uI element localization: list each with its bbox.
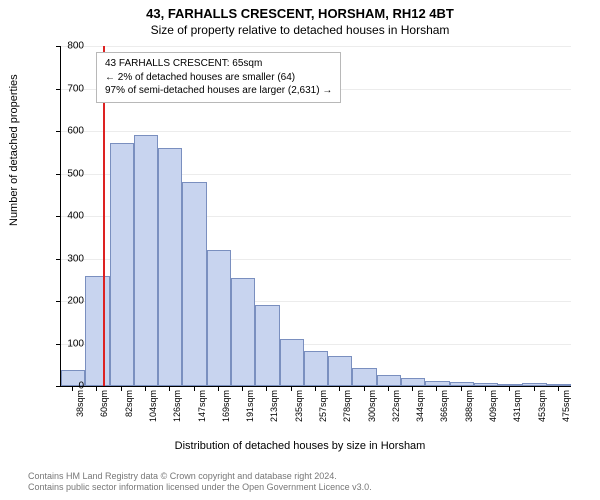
x-axis-title: Distribution of detached houses by size … <box>0 440 600 452</box>
x-tick <box>121 386 122 391</box>
x-tick <box>339 386 340 391</box>
histogram-bar <box>377 375 401 386</box>
histogram-bar <box>498 384 522 386</box>
x-tick-label: 322sqm <box>391 390 401 440</box>
page-title: 43, FARHALLS CRESCENT, HORSHAM, RH12 4BT <box>0 0 600 21</box>
histogram-bar <box>207 250 231 386</box>
x-tick-label: 344sqm <box>415 390 425 440</box>
histogram-bar <box>231 278 255 386</box>
y-tick-label: 200 <box>44 296 84 307</box>
y-tick-label: 600 <box>44 126 84 137</box>
x-tick <box>194 386 195 391</box>
histogram-bar <box>255 305 279 386</box>
gridline <box>61 131 571 132</box>
histogram-bar <box>328 356 352 386</box>
histogram-bar <box>352 368 376 386</box>
x-tick <box>388 386 389 391</box>
histogram-bar <box>280 339 304 386</box>
footer-attribution: Contains HM Land Registry data © Crown c… <box>28 471 372 494</box>
x-tick-label: 366sqm <box>439 390 449 440</box>
y-tick-label: 0 <box>44 381 84 392</box>
x-tick <box>364 386 365 391</box>
footer-line2: Contains public sector information licen… <box>28 482 372 494</box>
y-tick-label: 400 <box>44 211 84 222</box>
annotation-line: ← 2% of detached houses are smaller (64) <box>105 71 332 85</box>
histogram-bar <box>450 382 474 386</box>
annotation-box: 43 FARHALLS CRESCENT: 65sqm← 2% of detac… <box>96 52 341 103</box>
gridline <box>61 46 571 47</box>
histogram-bar <box>304 351 328 386</box>
x-tick-label: 60sqm <box>99 390 109 440</box>
chart-subtitle: Size of property relative to detached ho… <box>0 21 600 37</box>
x-tick <box>96 386 97 391</box>
histogram-bar <box>158 148 182 386</box>
annotation-line: 43 FARHALLS CRESCENT: 65sqm <box>105 57 332 71</box>
y-axis-title: Number of detached properties <box>8 74 20 226</box>
x-tick-label: 431sqm <box>512 390 522 440</box>
histogram-bar <box>401 378 425 386</box>
x-tick-label: 213sqm <box>269 390 279 440</box>
x-tick <box>436 386 437 391</box>
x-tick <box>145 386 146 391</box>
x-tick <box>461 386 462 391</box>
x-tick-label: 235sqm <box>294 390 304 440</box>
chart-container: 43, FARHALLS CRESCENT, HORSHAM, RH12 4BT… <box>0 0 600 500</box>
chart-area: 43 FARHALLS CRESCENT: 65sqm← 2% of detac… <box>60 46 570 406</box>
x-tick <box>485 386 486 391</box>
x-tick <box>242 386 243 391</box>
x-tick-label: 82sqm <box>124 390 134 440</box>
x-tick-label: 126sqm <box>172 390 182 440</box>
y-tick-label: 300 <box>44 253 84 264</box>
annotation-line: 97% of semi-detached houses are larger (… <box>105 84 332 98</box>
x-tick <box>558 386 559 391</box>
histogram-bar <box>425 381 449 386</box>
y-tick-label: 700 <box>44 83 84 94</box>
x-tick-label: 257sqm <box>318 390 328 440</box>
x-tick-label: 191sqm <box>245 390 255 440</box>
x-tick-label: 104sqm <box>148 390 158 440</box>
x-tick-label: 409sqm <box>488 390 498 440</box>
footer-line1: Contains HM Land Registry data © Crown c… <box>28 471 372 483</box>
y-tick-label: 800 <box>44 41 84 52</box>
x-tick <box>266 386 267 391</box>
x-tick <box>169 386 170 391</box>
histogram-bar <box>522 383 546 386</box>
x-tick-label: 38sqm <box>75 390 85 440</box>
x-tick <box>534 386 535 391</box>
x-tick-label: 147sqm <box>197 390 207 440</box>
x-tick <box>218 386 219 391</box>
x-tick <box>509 386 510 391</box>
histogram-bar <box>85 276 109 387</box>
x-tick-label: 300sqm <box>367 390 377 440</box>
y-tick-label: 100 <box>44 338 84 349</box>
x-tick-label: 278sqm <box>342 390 352 440</box>
histogram-bar <box>134 135 158 386</box>
histogram-bar <box>110 143 134 386</box>
y-tick-label: 500 <box>44 168 84 179</box>
x-tick <box>412 386 413 391</box>
x-tick-label: 453sqm <box>537 390 547 440</box>
x-tick <box>315 386 316 391</box>
x-tick-label: 388sqm <box>464 390 474 440</box>
x-tick-label: 475sqm <box>561 390 571 440</box>
x-tick-label: 169sqm <box>221 390 231 440</box>
histogram-bar <box>547 384 571 386</box>
histogram-bar <box>182 182 206 386</box>
x-tick <box>291 386 292 391</box>
